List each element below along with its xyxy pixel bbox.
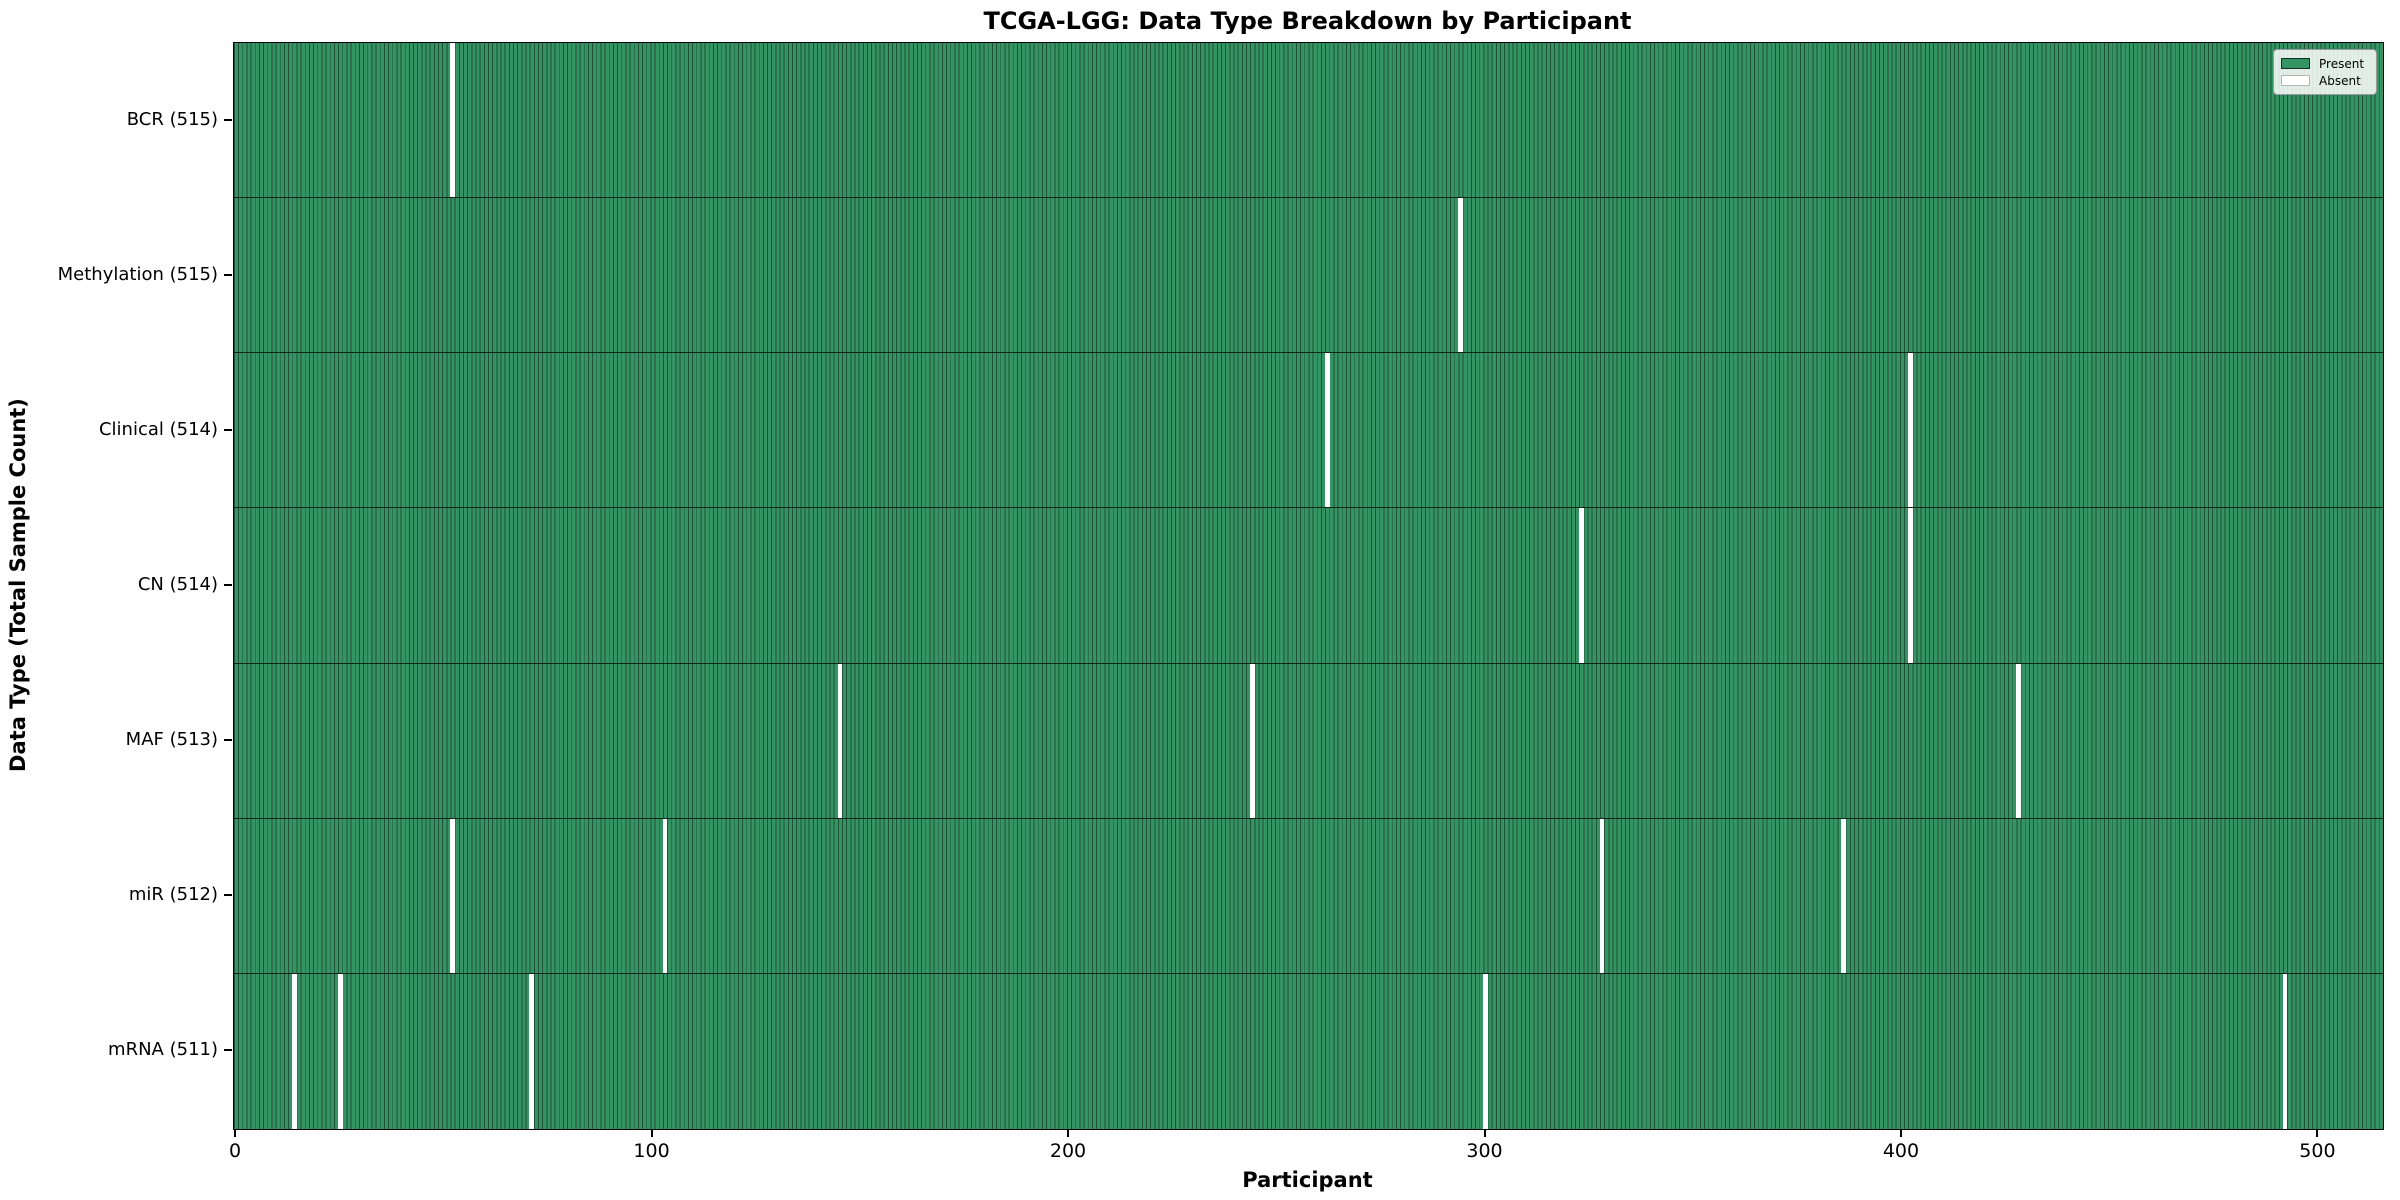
plot-area: Present Absent [233,42,2384,1130]
x-tick-label-500: 500 [2299,1140,2336,1162]
legend-swatch-present [2281,58,2310,69]
row-BCR [234,43,2383,199]
absent-gap-BCR-52 [450,43,456,198]
y-tick-label-CN: CN (514) [137,574,218,595]
x-tick-mark-500 [2316,1129,2319,1137]
y-tick-mark-mRNA [224,1049,232,1052]
x-tick-mark-100 [650,1129,653,1137]
legend-entry-present: Present [2281,55,2369,72]
x-tick-mark-200 [1067,1129,1070,1137]
absent-gap-mRNA-492 [2282,973,2288,1129]
y-tick-label-BCR: BCR (515) [126,108,218,130]
absent-gap-mRNA-71 [529,973,535,1129]
x-axis-label: Participant [1242,1168,1373,1192]
absent-gap-miR-328 [1599,818,1605,973]
absent-gap-miR-103 [662,818,668,973]
absent-gap-miR-386 [1841,818,1847,973]
y-tick-mark-Clinical [224,428,232,431]
y-tick-label-miR: miR (512) [128,884,218,906]
y-tick-mark-Methylation [224,273,232,276]
absent-gap-CN-402 [1907,508,1913,663]
absent-gap-MAF-145 [837,663,843,818]
row-MAF [234,663,2383,819]
x-tick-mark-300 [1483,1129,1486,1137]
absent-gap-CN-323 [1578,508,1584,663]
absent-gap-MAF-428 [2016,663,2021,818]
row-Clinical [234,353,2383,509]
legend-label-absent: Absent [2319,73,2361,88]
chart-title: TCGA-LGG: Data Type Breakdown by Partici… [983,7,1632,35]
row-Methylation [234,198,2383,354]
x-tick-label-100: 100 [633,1140,670,1162]
row-CN [234,508,2383,664]
y-tick-mark-CN [224,584,232,586]
legend-swatch-absent [2281,75,2310,86]
absent-gap-mRNA-25 [337,973,343,1129]
absent-gap-mRNA-300 [1483,973,1488,1129]
y-tick-label-Methylation: Methylation (515) [57,263,218,285]
absent-gap-Clinical-402 [1907,353,1913,508]
y-tick-label-MAF: MAF (513) [125,729,218,751]
y-tick-label-Clinical: Clinical (514) [98,418,218,440]
x-tick-mark-0 [234,1129,237,1137]
y-tick-label-mRNA: mRNA (511) [108,1039,218,1061]
x-tick-label-0: 0 [229,1140,242,1162]
absent-gap-Methylation-294 [1458,198,1463,353]
row-mRNA [234,973,2383,1129]
absent-gap-MAF-244 [1249,663,1255,818]
x-tick-mark-400 [1899,1129,1902,1137]
absent-gap-Clinical-262 [1324,353,1330,508]
x-tick-label-400: 400 [1882,1140,1920,1162]
x-tick-label-200: 200 [1049,1140,1087,1162]
absent-gap-mRNA-14 [292,973,297,1129]
legend-label-present: Present [2319,56,2365,71]
y-tick-mark-BCR [224,118,232,121]
absent-gap-miR-52 [450,818,456,973]
x-tick-label-300: 300 [1466,1140,1503,1162]
legend-entry-absent: Absent [2281,72,2369,89]
y-tick-mark-MAF [224,739,232,742]
legend: Present Absent [2273,49,2377,95]
y-tick-mark-miR [224,894,232,897]
row-miR [234,818,2383,974]
